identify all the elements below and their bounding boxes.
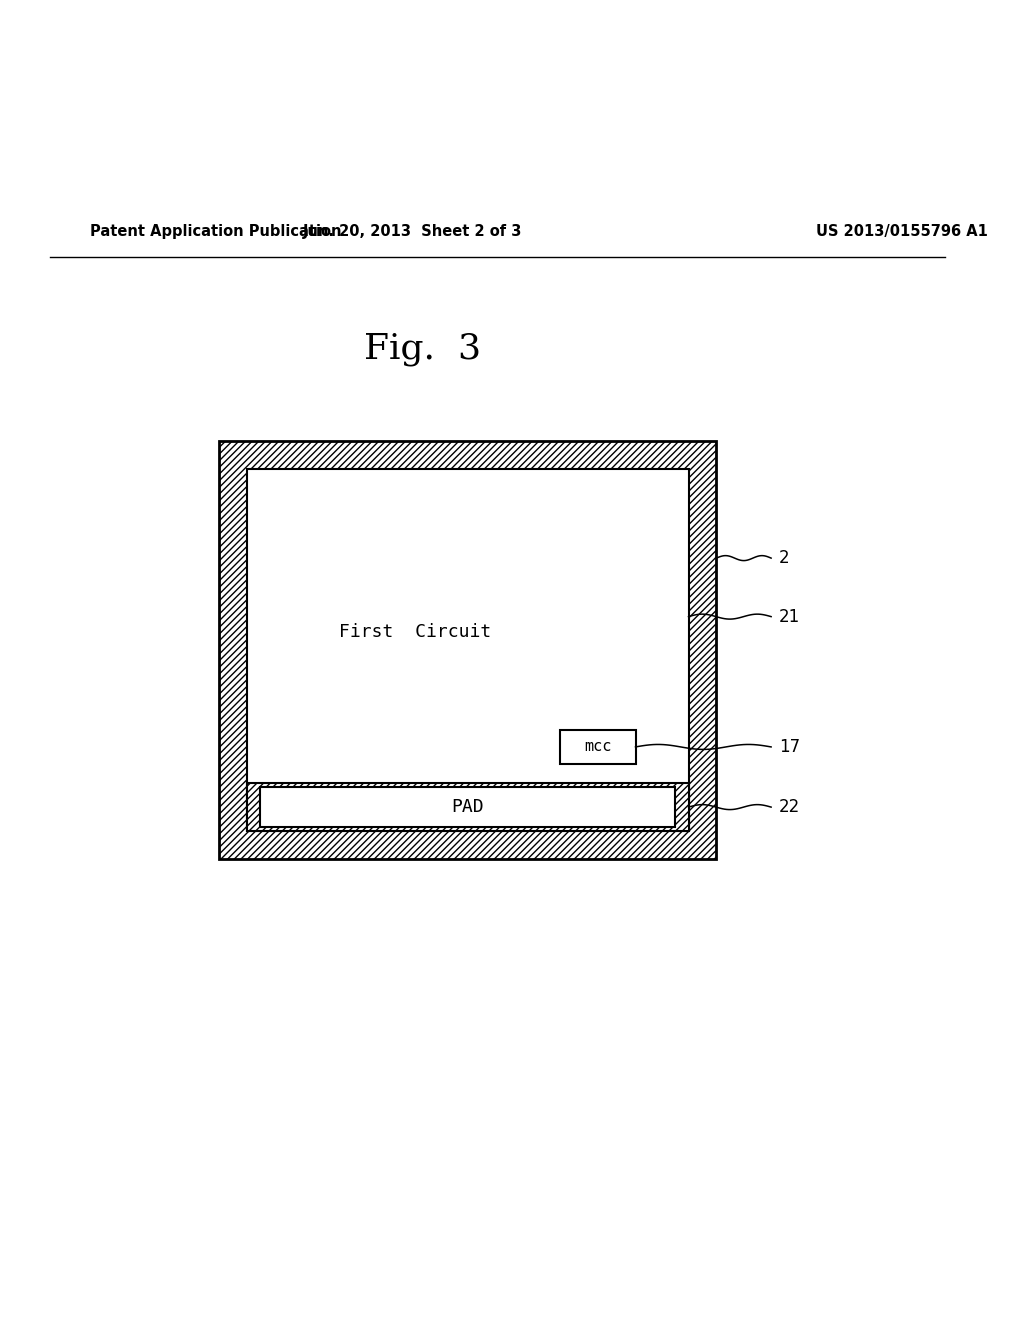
Text: 21: 21 (779, 607, 801, 626)
Bar (247, 783, 688, 832)
Bar (219, 441, 717, 859)
Text: PAD: PAD (452, 799, 484, 816)
Text: 17: 17 (779, 738, 800, 756)
Text: Fig.  3: Fig. 3 (365, 331, 481, 366)
Text: mcc: mcc (585, 739, 611, 755)
Text: 2: 2 (779, 549, 790, 568)
Bar (247, 469, 688, 832)
Text: 22: 22 (779, 799, 801, 816)
Text: First  Circuit: First Circuit (339, 623, 490, 642)
Bar (260, 787, 675, 828)
Text: Patent Application Publication: Patent Application Publication (89, 224, 341, 239)
Text: Jun. 20, 2013  Sheet 2 of 3: Jun. 20, 2013 Sheet 2 of 3 (303, 224, 522, 239)
Bar (560, 730, 636, 764)
Text: US 2013/0155796 A1: US 2013/0155796 A1 (816, 224, 988, 239)
